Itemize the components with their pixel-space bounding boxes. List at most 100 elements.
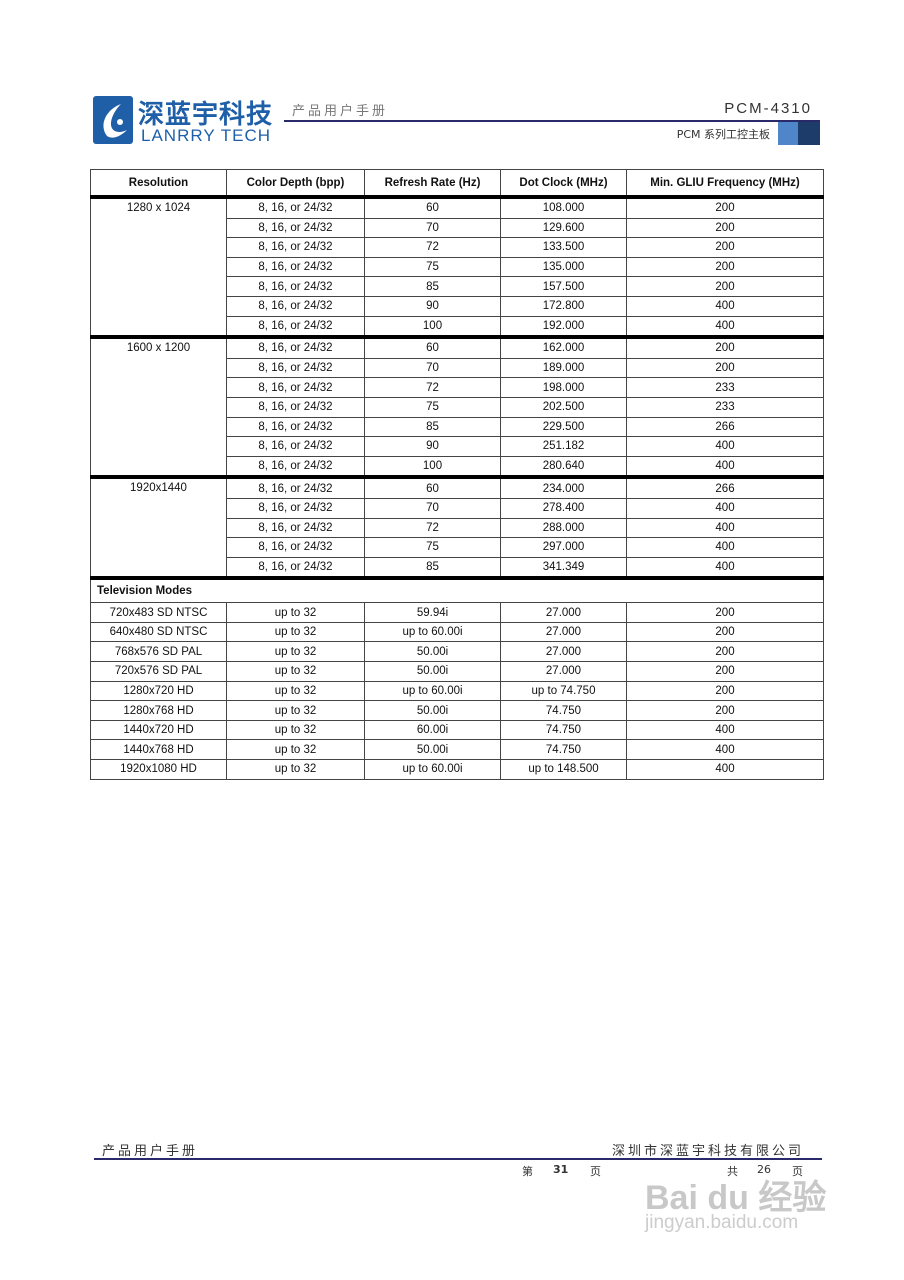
watermark-logo: Bai du 经验 (645, 1179, 827, 1217)
table-cell: 60 (364, 335, 501, 359)
table-cell: 100 (364, 315, 501, 338)
table-cell: 108.000 (500, 196, 627, 219)
table-cell: 8, 16, or 24/32 (226, 276, 365, 297)
table-row: 720x576 SD PAL up to 32 50.00i 27.000 200 (90, 661, 824, 682)
table-cell: up to 32 (226, 641, 365, 663)
table-row: 1280x768 HD up to 32 50.00i 74.750 200 (90, 700, 824, 721)
table-cell: 400 (626, 556, 824, 579)
table-cell: 100 (364, 455, 501, 478)
table-row: 8, 16, or 24/32 85 341.349 400 (91, 556, 824, 579)
table-cell: 1440x720 HD (90, 719, 227, 741)
table-cell: 720x576 SD PAL (90, 661, 227, 682)
column-header: Color Depth (bpp) (226, 169, 365, 199)
table-cell: 200 (626, 276, 824, 297)
table-cell: 400 (626, 739, 824, 761)
table-cell: 27.000 (500, 641, 627, 663)
table-cell: up to 60.00i (364, 621, 501, 643)
table-cell: 8, 16, or 24/32 (226, 196, 365, 219)
table-cell: 234.000 (500, 475, 627, 499)
table-cell: up to 74.750 (500, 680, 627, 702)
table-cell: 8, 16, or 24/32 (226, 497, 365, 519)
table-cell: 8, 16, or 24/32 (226, 537, 365, 558)
table-cell: 1280x720 HD (90, 680, 227, 702)
table-cell: 85 (364, 276, 501, 297)
table-cell: 200 (626, 602, 824, 623)
table-row: 1440x768 HD up to 32 50.00i 74.750 400 (90, 739, 824, 761)
table-cell: up to 32 (226, 700, 365, 721)
table-cell: up to 60.00i (364, 759, 501, 780)
table-cell: 157.500 (500, 276, 627, 297)
header-accent-dark (798, 122, 820, 145)
table-cell: 200 (626, 335, 824, 359)
doc-title: 产品用户手册 (292, 104, 389, 119)
table-cell: 1920x1080 HD (90, 759, 227, 780)
table-cell: 27.000 (500, 621, 627, 643)
table-cell: 74.750 (500, 700, 627, 721)
company-name-cn: 深蓝宇科技 (138, 100, 274, 130)
table-cell: 768x576 SD PAL (90, 641, 227, 663)
table-cell: 50.00i (364, 739, 501, 761)
header-rule (284, 120, 820, 122)
table-cell: 50.00i (364, 661, 501, 682)
company-name-en: LANRRY TECH (141, 126, 272, 145)
model-number: PCM-4310 (724, 100, 812, 117)
table-cell: 74.750 (500, 739, 627, 761)
table-cell: 200 (626, 661, 824, 682)
table-cell: 8, 16, or 24/32 (226, 517, 365, 539)
table-cell: up to 32 (226, 719, 365, 741)
table-cell: 8, 16, or 24/32 (226, 556, 365, 579)
table-cell: 90 (364, 436, 501, 457)
column-header: Resolution (90, 169, 227, 199)
table-cell: 720x483 SD NTSC (90, 602, 227, 623)
column-header: Min. GLIU Frequency (MHz) (626, 169, 824, 199)
table-row: 8, 16, or 24/32 90 172.800 400 (91, 295, 824, 317)
table-cell: 72 (364, 517, 501, 539)
table-row: 1280 x 1024 8, 16, or 24/32 60 108.000 200 (90, 196, 824, 338)
table-cell: 400 (626, 315, 824, 338)
table-cell: 8, 16, or 24/32 (226, 335, 365, 359)
table-cell: 90 (364, 295, 501, 317)
table-cell: 233 (626, 377, 824, 398)
table-cell: 198.000 (500, 377, 627, 398)
table-row: 640x480 SD NTSC up to 32 up to 60.00i 27.00… (90, 621, 824, 643)
company-logo (93, 96, 133, 144)
table-cell: 200 (626, 217, 824, 239)
table-cell: 278.400 (500, 497, 627, 519)
table-cell: up to 32 (226, 759, 365, 780)
footer-company: 深圳市深蓝宇科技有限公司 (611, 1144, 804, 1159)
table-cell: 8, 16, or 24/32 (226, 237, 365, 258)
table-cell: 400 (626, 537, 824, 558)
table-cell: 288.000 (500, 517, 627, 539)
table-cell: 75 (364, 256, 501, 278)
table-row: 8, 16, or 24/32 85 229.500 266 (91, 416, 824, 438)
table-header-row: Resolution Color Depth (bpp) Refresh Rate … (90, 169, 824, 199)
table-cell: 70 (364, 217, 501, 239)
column-header: Dot Clock (MHz) (500, 169, 627, 199)
table-cell: 8, 16, or 24/32 (226, 436, 365, 457)
table-row: 1440x720 HD up to 32 60.00i 74.750 400 (90, 719, 824, 741)
page-suffix: 页 (590, 1165, 601, 1178)
table-cell: 400 (626, 497, 824, 519)
table-cell: 8, 16, or 24/32 (226, 455, 365, 478)
table-cell: 59.94i (364, 602, 501, 623)
resolution-cell: 1280 x 1024 (90, 196, 227, 338)
table-cell: up to 32 (226, 661, 365, 682)
table-cell: 135.000 (500, 256, 627, 278)
table-cell: 189.000 (500, 357, 627, 379)
table-cell: 75 (364, 396, 501, 418)
table-cell: up to 32 (226, 602, 365, 623)
table-cell: 60.00i (364, 719, 501, 741)
table-row: 1600 x 1200 8, 16, or 24/32 60 162.000 200 (90, 335, 824, 478)
table-row: 720x483 SD NTSC up to 32 59.94i 27.000 200 (90, 602, 824, 623)
table-cell: 60 (364, 475, 501, 499)
table-cell: 75 (364, 537, 501, 558)
table-cell: 50.00i (364, 641, 501, 663)
table-cell: 202.500 (500, 396, 627, 418)
table-cell: 400 (626, 295, 824, 317)
footer-rule (94, 1158, 822, 1160)
table-cell: 280.640 (500, 455, 627, 478)
table-cell: 162.000 (500, 335, 627, 359)
table-cell: 8, 16, or 24/32 (226, 416, 365, 438)
resolution-cell: 1920x1440 (90, 475, 227, 579)
table-cell: 229.500 (500, 416, 627, 438)
